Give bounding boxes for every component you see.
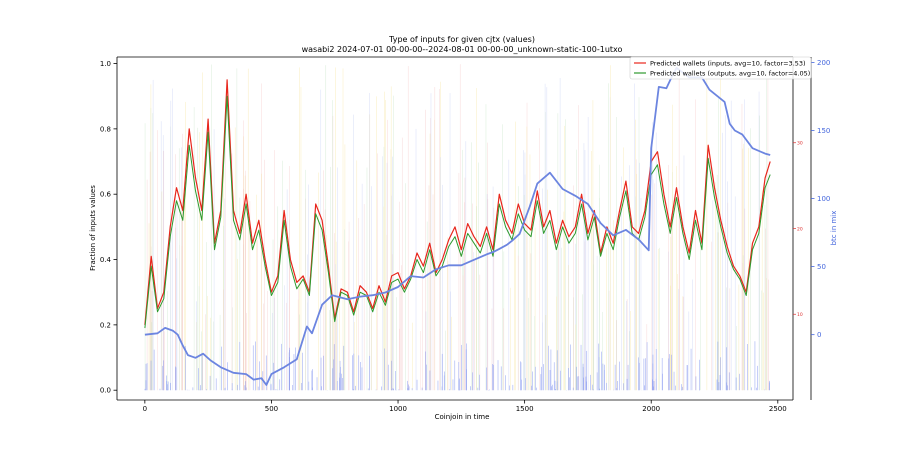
y-tick-label: 0.8 — [100, 125, 111, 133]
x-tick-label: 2000 — [642, 405, 660, 413]
y2-axis-label: btc in mix — [830, 211, 838, 246]
x-tick-label: 1000 — [389, 405, 407, 413]
legend-label-inputs: Predicted wallets (inputs, avg=10, facto… — [650, 60, 806, 68]
y2-tick-label: 0 — [817, 331, 821, 339]
x-tick-label: 1500 — [516, 405, 534, 413]
y-tick-label: 0.2 — [100, 321, 111, 329]
chart-title: Type of inputs for given cjtx (values) — [388, 35, 535, 44]
legend: Predicted wallets (inputs, avg=10, facto… — [629, 56, 812, 80]
y-tick-label: 0.0 — [100, 387, 111, 395]
x-tick-label: 2500 — [769, 405, 787, 413]
y2-tick-label: 200 — [817, 59, 830, 67]
y-tick-label: 1.0 — [100, 60, 111, 68]
x-axis-label: Coinjoin in time — [435, 413, 490, 421]
y3-tick-label: 10 — [797, 312, 803, 318]
y2-tick-label: 150 — [817, 127, 830, 135]
legend-box — [629, 56, 812, 80]
y2-tick-label: 50 — [817, 263, 826, 271]
y-axis-label: Fraction of inputs values — [89, 185, 97, 271]
x-tick-label: 0 — [143, 405, 147, 413]
y3-tick-label: 30 — [797, 141, 803, 147]
y2-tick-label: 100 — [817, 195, 830, 203]
series-line-outputs — [144, 95, 771, 329]
y-tick-label: 0.4 — [100, 256, 112, 264]
chart-subtitle: wasabi2 2024-07-01 00-00-00--2024-08-01 … — [302, 45, 623, 54]
plot-area — [144, 64, 771, 391]
x-tick-label: 500 — [265, 405, 278, 413]
series-line-inputs — [144, 79, 771, 325]
legend-label-outputs: Predicted wallets (outputs, avg=10, fact… — [650, 70, 810, 78]
y-tick-label: 0.6 — [100, 191, 112, 199]
axes: 0 500 1000 1500 2000 25000.00.20.40.60.81.010… — [100, 56, 830, 413]
y3-tick-label: 20 — [797, 226, 803, 232]
